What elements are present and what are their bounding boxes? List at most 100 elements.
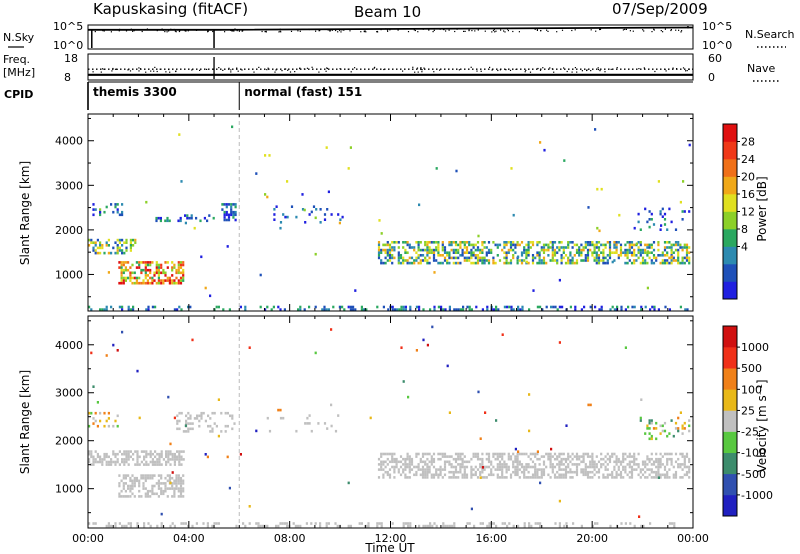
noise-right-tick-bottom: 10^0 — [702, 39, 732, 52]
scatter-cell — [441, 261, 444, 265]
scatter-cell — [441, 254, 444, 257]
scatter-cell — [479, 251, 482, 254]
scatter-cell — [404, 457, 407, 461]
scatter-cell — [682, 180, 685, 183]
scatter-cell — [528, 522, 531, 525]
scatter-cell — [428, 452, 431, 456]
scatter-cell — [439, 468, 442, 471]
scatter-cell — [613, 259, 616, 262]
noise-sky-point — [233, 30, 235, 32]
scatter-cell — [553, 473, 557, 477]
scatter-cell — [164, 261, 167, 264]
scatter-cell — [571, 259, 574, 262]
scatter-cell — [505, 476, 508, 479]
scatter-cell — [417, 463, 420, 466]
scatter-cell — [88, 460, 91, 464]
scatter-cell — [517, 308, 520, 311]
scatter-cell — [490, 473, 493, 477]
scatter-cell — [157, 216, 160, 220]
noise-sky-point — [184, 29, 186, 31]
scatter-cell — [173, 489, 176, 493]
scatter-cell — [439, 261, 442, 265]
scatter-cell — [461, 473, 464, 477]
scatter-cell — [529, 465, 532, 469]
scatter-cell — [494, 243, 497, 247]
scatter-cell — [481, 241, 484, 244]
scatter-cell — [450, 241, 453, 244]
noise-sky-point — [102, 30, 104, 32]
scatter-cell — [454, 457, 458, 461]
scatter-cell — [549, 452, 552, 456]
scatter-cell — [593, 248, 596, 252]
scatter-cell — [406, 463, 409, 466]
scatter-cell — [264, 154, 267, 157]
scatter-cell — [118, 281, 121, 285]
scatter-cell — [652, 261, 656, 265]
scatter-cell — [386, 457, 389, 461]
scatter-cell — [582, 455, 585, 458]
scatter-cell — [99, 244, 102, 247]
scatter-cell — [604, 243, 607, 247]
scatter-cell — [406, 457, 409, 461]
scatter-cell — [402, 308, 405, 311]
noise-sky-point — [471, 30, 473, 32]
scatter-cell — [453, 524, 456, 528]
noise-sky-point — [170, 28, 172, 30]
scatter-cell — [153, 274, 156, 277]
cpid-segment-group: themis 3300 normal (fast) 151 — [87, 82, 362, 110]
scatter-cell — [655, 465, 658, 469]
scatter-cell — [674, 259, 678, 262]
scatter-cell — [595, 243, 598, 247]
scatter-cell — [187, 427, 190, 431]
scatter-cell — [677, 256, 680, 260]
scatter-cell — [470, 457, 473, 461]
scatter-cell — [578, 248, 581, 252]
scatter-cell — [303, 308, 306, 311]
scatter-cell — [88, 458, 91, 461]
scatter-cell — [443, 468, 447, 471]
scatter-cell — [552, 305, 555, 309]
scatter-cell — [611, 260, 614, 264]
scatter-cell — [619, 254, 623, 257]
scatter-cell — [248, 522, 251, 525]
scatter-cell — [624, 470, 627, 474]
scatter-cell — [399, 473, 403, 477]
scatter-cell — [133, 484, 136, 488]
scatter-cell — [501, 522, 504, 525]
scatter-cell — [540, 470, 543, 474]
scatter-cell — [534, 455, 537, 458]
scatter-cell — [688, 256, 691, 260]
scatter-cell — [301, 193, 304, 196]
scatter-cell — [523, 524, 526, 528]
scatter-cell — [156, 524, 159, 528]
scatter-cell — [136, 522, 139, 525]
scatter-cell — [650, 463, 653, 466]
scatter-cell — [536, 457, 539, 461]
scatter-cell — [648, 251, 651, 254]
scatter-cell — [476, 452, 480, 456]
scatter-cell — [118, 305, 121, 309]
scatter-cell — [580, 251, 583, 254]
scatter-cell — [556, 246, 559, 249]
scatter-cell — [430, 241, 433, 244]
scatter-cell — [561, 305, 564, 309]
scatter-cell — [481, 476, 484, 479]
scatter-cell — [179, 495, 183, 498]
scatter-cell — [144, 495, 147, 498]
scatter-cell — [430, 463, 433, 466]
scatter-cell — [226, 455, 229, 459]
scatter-cell — [476, 476, 480, 479]
scatter-cell — [465, 259, 469, 262]
scatter-cell — [446, 455, 449, 458]
scatter-cell — [124, 268, 127, 272]
scatter-cell — [582, 452, 585, 456]
scatter-cell — [160, 476, 163, 480]
scatter-cell — [160, 489, 163, 493]
scatter-cell — [230, 213, 233, 217]
scatter-cell — [558, 246, 561, 249]
scatter-cell — [417, 241, 420, 244]
scatter-cell — [386, 243, 389, 247]
scatter-cell — [637, 246, 640, 249]
scatter-cell — [664, 305, 667, 309]
scatter-cell — [591, 455, 594, 458]
